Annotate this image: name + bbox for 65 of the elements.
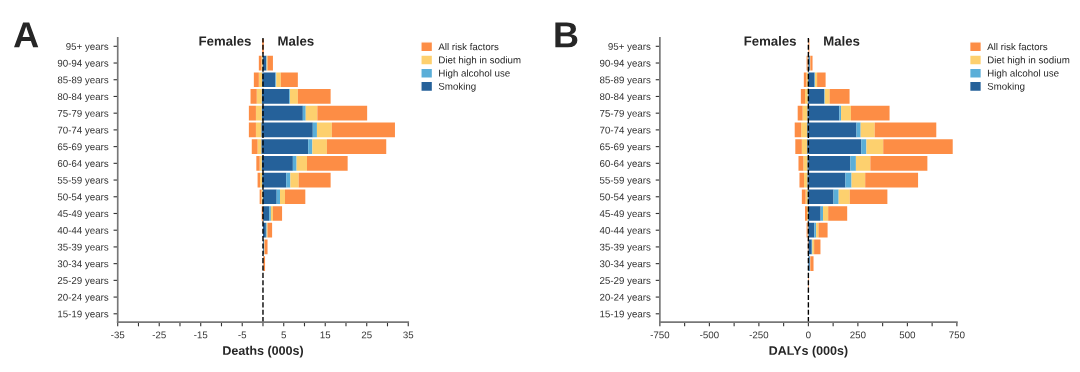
x-tick-label: 0	[806, 331, 811, 339]
y-tick-label: 30-34 years	[57, 260, 109, 270]
y-tick-label: 75-79 years	[57, 109, 109, 119]
x-tick-label: 15	[320, 331, 331, 339]
y-tick-label: 95+ years	[608, 43, 651, 52]
y-tick-label: 55-59 years	[57, 176, 109, 186]
y-tick-label: 15-19 years	[58, 310, 109, 320]
legend-label: Smoking	[987, 82, 1025, 92]
legend-label: All risk factors	[987, 43, 1048, 51]
legend-label: All risk factors	[438, 43, 499, 51]
y-tick-label: 70-74 years	[57, 126, 109, 136]
y-tick-label: 90-94 years	[57, 59, 109, 69]
y-tick-label: 85-89 years	[57, 76, 109, 86]
y-tick-label: 30-34 years	[599, 260, 651, 270]
x-tick-label: -750	[650, 331, 670, 339]
annotation: Males	[278, 36, 314, 46]
y-tick-label: 85-89 years	[599, 76, 651, 86]
y-tick-label: 50-54 years	[599, 193, 651, 203]
x-tick-label: -5	[238, 331, 247, 339]
x-tick-label: -35	[111, 331, 125, 339]
annotation: Males	[824, 36, 860, 46]
y-tick-label: 60-64 years	[57, 160, 109, 169]
x-tick-label: -25	[152, 331, 166, 339]
y-tick-label: 45-49 years	[57, 210, 109, 220]
y-tick-label: 80-84 years	[57, 93, 109, 102]
legend-label: Diet high in sodium	[987, 56, 1070, 66]
y-tick-label: 60-64 years	[600, 160, 651, 169]
legend-label: High alcohol use	[987, 69, 1059, 79]
y-tick-label: 40-44 years	[57, 226, 109, 236]
chart-title: B	[555, 22, 578, 48]
y-tick-label: 75-79 years	[600, 109, 651, 119]
annotation: Females	[744, 36, 796, 46]
legend-label: Smoking	[438, 82, 476, 92]
y-tick-label: 35-39 years	[57, 243, 109, 253]
y-tick-label: 65-69 years	[57, 143, 109, 153]
y-tick-label: 95+ years	[66, 43, 109, 52]
y-tick-label: 25-29 years	[600, 277, 651, 286]
y-tick-label: 15-19 years	[600, 310, 651, 320]
y-tick-label: 90-94 years	[599, 59, 651, 69]
y-tick-label: 55-59 years	[599, 176, 651, 186]
y-tick-label: 45-49 years	[599, 210, 651, 220]
x-tick-label: -250	[749, 331, 769, 339]
legend-label: Diet high in sodium	[439, 56, 521, 66]
y-tick-label: 40-44 years	[599, 226, 651, 236]
x-axis-title: DALYs (000s)	[769, 345, 848, 358]
annotation: Females	[199, 36, 251, 46]
x-tick-label: 35	[403, 331, 414, 339]
y-tick-label: 70-74 years	[600, 126, 651, 136]
y-tick-label: 20-24 years	[600, 293, 651, 303]
x-axis-title: Deaths (000s)	[223, 345, 304, 358]
x-tick-label: 5	[281, 331, 287, 339]
y-tick-label: 65-69 years	[600, 143, 651, 153]
y-tick-label: 80-84 years	[599, 93, 651, 102]
x-tick-label: 750	[949, 331, 965, 339]
x-tick-label: -500	[700, 331, 719, 339]
y-tick-label: 25-29 years	[57, 277, 109, 286]
x-tick-label: 250	[850, 331, 866, 339]
x-tick-label: 25	[361, 331, 372, 339]
y-tick-label: 50-54 years	[57, 193, 109, 203]
x-tick-label: 500	[899, 331, 916, 339]
y-tick-label: 35-39 years	[599, 243, 651, 253]
legend-label: High alcohol use	[439, 69, 510, 79]
y-tick-label: 20-24 years	[57, 293, 109, 303]
chart-title: A	[14, 22, 39, 48]
x-tick-label: -15	[194, 331, 208, 339]
